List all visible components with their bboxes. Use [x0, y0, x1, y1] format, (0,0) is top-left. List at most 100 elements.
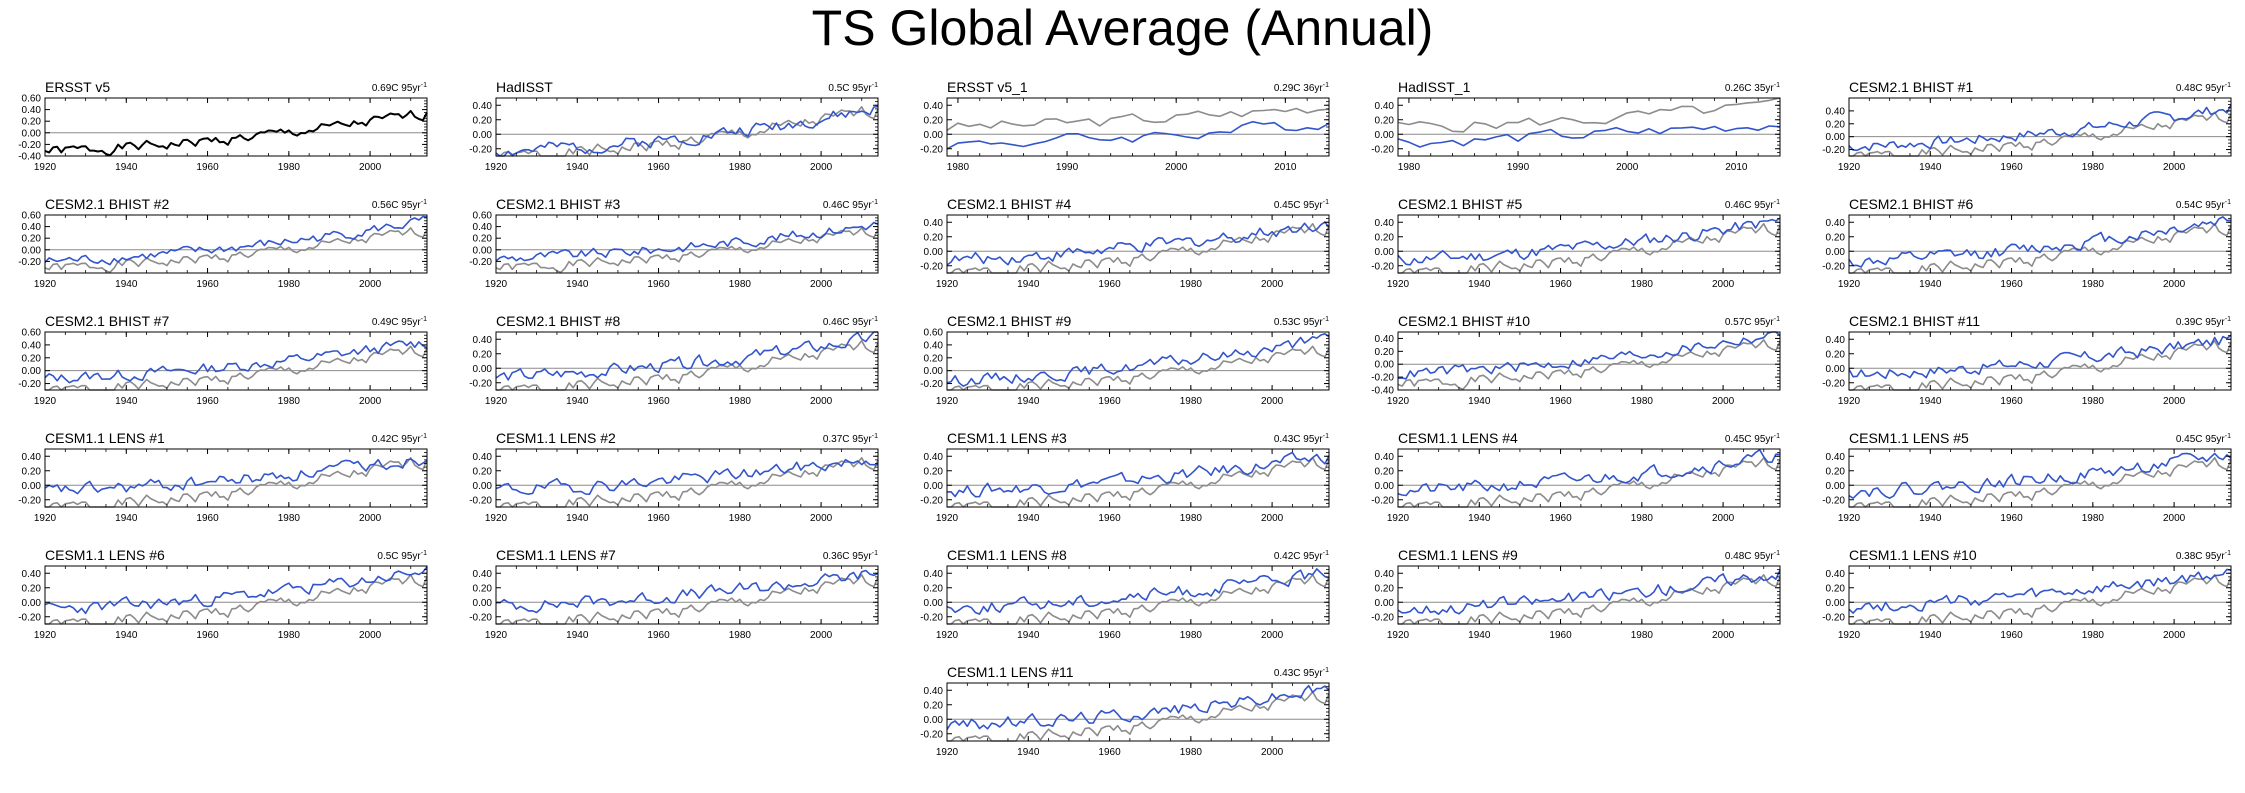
trend-exponent: -1: [2225, 316, 2231, 323]
x-tick-label: 1940: [1017, 630, 1040, 641]
y-tick-label: 0.20: [473, 583, 493, 594]
trend-exponent: -1: [872, 433, 878, 440]
y-tick-label: 0.00: [924, 366, 944, 377]
series-line-model: [1397, 448, 1781, 497]
x-tick-label: 2000: [359, 279, 382, 290]
x-tick-label: 1980: [2082, 162, 2105, 173]
series-line-observed-reference: [1849, 573, 2232, 625]
y-tick-label: -0.20: [469, 378, 492, 389]
x-tick-label: 2000: [1712, 396, 1735, 407]
plot-frame: [1397, 448, 1781, 508]
x-tick-label: 1920: [1838, 513, 1861, 524]
plot-frame: [1848, 214, 2232, 274]
x-tick-label: 1920: [485, 630, 508, 641]
y-tick-label: 0.60: [22, 211, 42, 222]
x-tick-label: 1960: [2000, 396, 2023, 407]
chart-panel: CESM2.1 BHIST #1 0.48C 95yr-1 0.40 0.20 0.00…: [1822, 79, 2232, 173]
series-line-observed-reference: [495, 227, 879, 274]
x-tick-label: 1960: [196, 279, 219, 290]
chart-panel: CESM1.1 LENS #8 0.42C 95yr-1 0.40 0.20 0.00 -…: [920, 547, 1330, 641]
plot-frame: [1848, 565, 2232, 625]
x-tick-label: 1960: [2000, 630, 2023, 641]
page-title: TS Global Average (Annual): [811, 0, 1434, 56]
y-tick-label: 0.00: [1375, 360, 1395, 371]
x-tick-label: 1920: [34, 396, 57, 407]
y-tick-label: -0.20: [18, 379, 41, 390]
x-tick-label: 1920: [485, 513, 508, 524]
y-tick-label: 0.60: [22, 328, 42, 339]
plot-frame: [1848, 331, 2232, 391]
x-tick-label: 1940: [1919, 513, 1942, 524]
trend-label: 0.5C 95yr-1: [377, 550, 427, 562]
y-tick-label: 0.40: [924, 569, 944, 580]
panel-title: CESM1.1 LENS #9: [1398, 547, 1518, 563]
trend-label: 0.45C 95yr-1: [1274, 199, 1329, 211]
panel-title: CESM1.1 LENS #8: [947, 547, 1067, 563]
trend-exponent: -1: [421, 433, 427, 440]
x-tick-label: 2000: [1165, 162, 1188, 173]
y-tick-label: 0.60: [22, 94, 42, 105]
x-tick-label: 1920: [1838, 396, 1861, 407]
x-tick-label: 2000: [1261, 396, 1284, 407]
x-tick-label: 1920: [936, 396, 959, 407]
x-tick-label: 2010: [1725, 162, 1748, 173]
y-tick-label: 0.00: [22, 598, 42, 609]
x-tick-label: 1980: [1180, 747, 1203, 758]
panel-title: CESM1.1 LENS #4: [1398, 430, 1518, 446]
y-tick-label: 0.40: [1826, 569, 1846, 580]
trend-label: 0.26C 35yr-1: [1725, 82, 1780, 94]
x-tick-label: 2000: [359, 630, 382, 641]
x-tick-label: 1940: [566, 513, 589, 524]
x-tick-label: 1940: [566, 396, 589, 407]
series-line-observed-reference: [45, 345, 428, 391]
x-tick-label: 1920: [485, 279, 508, 290]
trend-label: 0.42C 95yr-1: [1274, 550, 1329, 562]
y-tick-label: -0.20: [1371, 373, 1394, 384]
x-tick-label: 1960: [196, 396, 219, 407]
y-tick-label: 0.40: [924, 686, 944, 697]
y-tick-label: 0.00: [1826, 364, 1846, 375]
x-tick-label: 1920: [34, 162, 57, 173]
series-line-model: [946, 684, 1330, 730]
y-tick-label: 0.40: [473, 222, 493, 233]
trend-label: 0.43C 95yr-1: [1274, 433, 1329, 445]
y-tick-label: 0.40: [22, 222, 42, 233]
y-tick-label: 0.40: [1375, 101, 1395, 112]
series-line-model: [495, 105, 879, 157]
x-tick-label: 2000: [1616, 162, 1639, 173]
series-line-model: [1848, 216, 2231, 268]
trend-label: 0.57C 95yr-1: [1725, 316, 1780, 328]
y-tick-label: -0.20: [1822, 612, 1845, 623]
series-line-model: [946, 568, 1330, 615]
y-tick-label: 0.20: [1826, 232, 1846, 243]
series-line-observed-reference: [1397, 338, 1781, 391]
chart-panel: CESM2.1 BHIST #10 0.57C 95yr-1 0.40 0.20 0.0…: [1371, 313, 1781, 407]
y-tick-label: -0.20: [920, 261, 943, 272]
y-tick-label: 0.40: [22, 569, 42, 580]
trend-label: 0.48C 95yr-1: [2176, 82, 2231, 94]
y-tick-label: -0.20: [18, 257, 41, 268]
panel-title: CESM1.1 LENS #10: [1849, 547, 1977, 563]
x-tick-label: 2000: [810, 630, 833, 641]
y-tick-label: -0.20: [469, 257, 492, 268]
chart-panel: CESM2.1 BHIST #8 0.46C 95yr-1 0.40 0.20 0.00…: [469, 313, 879, 407]
x-tick-label: 1940: [115, 162, 138, 173]
x-tick-label: 1980: [729, 162, 752, 173]
y-tick-label: 0.20: [924, 466, 944, 477]
x-tick-label: 1980: [278, 279, 301, 290]
y-tick-label: 0.20: [1375, 232, 1395, 243]
x-tick-label: 1960: [2000, 513, 2023, 524]
y-tick-label: 0.20: [924, 583, 944, 594]
x-tick-label: 1940: [1017, 396, 1040, 407]
panel-title: HadISST_1: [1398, 79, 1471, 95]
chart-panel: CESM1.1 LENS #10 0.38C 95yr-1 0.40 0.20 0.00…: [1822, 547, 2232, 641]
x-tick-label: 2010: [1274, 162, 1297, 173]
y-tick-label: 0.20: [924, 700, 944, 711]
x-tick-label: 1980: [1180, 630, 1203, 641]
y-tick-label: 0.00: [924, 247, 944, 258]
series-line-model: [44, 215, 428, 266]
trend-label: 0.46C 95yr-1: [823, 199, 878, 211]
y-tick-label: 0.40: [1826, 218, 1846, 229]
y-tick-label: -0.20: [469, 495, 492, 506]
